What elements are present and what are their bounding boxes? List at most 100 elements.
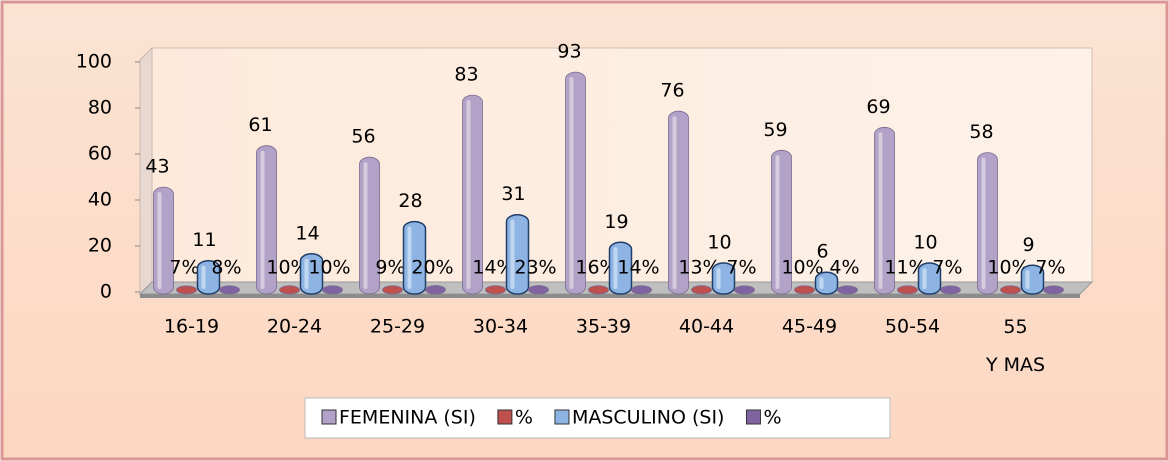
data-label: 4% [829,257,859,279]
bar [917,262,942,295]
bar-shine [260,150,265,289]
bar [711,262,736,295]
bar-shine [716,268,721,289]
bar [153,186,174,295]
bar [256,145,277,295]
data-label: 58 [969,121,993,143]
bar-shine [569,77,574,289]
bar [897,285,918,295]
data-label: 61 [248,114,272,136]
bar [631,285,652,295]
bar [528,285,549,295]
data-label: 7% [1035,257,1065,279]
data-label: 10% [987,257,1029,279]
y-tick-label: 0 [100,281,112,303]
bar [588,285,609,295]
data-label: 16% [575,257,617,279]
bar-shine [363,162,368,289]
bar [837,285,858,295]
bar [691,285,712,295]
bar-shine [922,268,927,289]
bar [977,152,998,295]
bar [1020,264,1045,295]
y-tick-label: 40 [88,189,112,211]
data-label: 9% [375,257,405,279]
bar [425,285,446,295]
data-label: 14% [617,257,659,279]
bar-shine [819,277,824,289]
bar-shine [1025,270,1030,289]
data-label: 93 [557,41,581,63]
bar [219,285,240,295]
bar [279,285,300,295]
data-label: 14% [472,257,514,279]
data-label: 9 [1022,234,1034,256]
data-label: 28 [398,190,422,212]
bar [771,149,792,295]
bar [322,285,343,295]
bar-shine [981,157,986,289]
bar [940,285,961,295]
x-tick-label: 40-44 [679,316,734,338]
legend-swatch [554,409,570,425]
data-label: 20% [411,257,453,279]
bar [299,253,324,295]
legend-label: % [763,407,781,429]
bar [1000,285,1021,295]
data-label: 11 [192,229,216,251]
legend-swatch [321,409,337,425]
data-label: 76 [660,80,684,102]
legend-swatch [497,409,513,425]
bar-shine [510,219,515,289]
data-label: 14 [295,222,319,244]
data-label: 23% [514,257,556,279]
bar [359,156,380,295]
bar [196,259,221,295]
bar [382,285,403,295]
data-label: 10% [308,257,350,279]
bar [794,285,815,295]
data-label: 7% [726,257,756,279]
bar-shine [613,247,618,289]
bar [1043,285,1064,295]
bar [402,220,427,295]
bar [874,126,895,295]
legend-label: FEMENINA (SI) [339,407,476,429]
x-tick-label: 35-39 [576,316,631,338]
y-tick-label: 100 [76,51,112,73]
bar-shine [201,265,206,289]
data-label: 56 [351,126,375,148]
data-label: 19 [604,211,628,233]
legend-swatch [745,409,761,425]
bar-shine [304,258,309,289]
data-label: 6 [816,241,828,263]
x-tick-label: 25-29 [370,316,425,338]
data-label: 10% [781,257,823,279]
data-label: 13% [678,257,720,279]
data-label: 10% [266,257,308,279]
y-tick-label: 20 [88,235,112,257]
floor-edge [140,294,1080,298]
bar [505,213,530,295]
data-label: 10 [913,232,937,254]
data-label: 83 [454,64,478,86]
bar [462,94,483,295]
x-tick-label: 20-24 [267,316,322,338]
bar-shine [407,226,412,289]
x-tick-label: 16-19 [164,316,219,338]
bar [734,285,755,295]
data-label: 69 [866,96,890,118]
legend [304,397,891,439]
data-label: 59 [763,119,787,141]
bar [565,71,586,295]
data-label: 8% [211,257,241,279]
bar-shine [775,155,780,289]
x-tick-label: 55 Y MAS [985,316,1045,376]
legend-label: MASCULINO (SI) [572,407,725,429]
data-label: 10 [707,232,731,254]
bar [668,110,689,295]
bar-shine [157,192,162,289]
data-label: 31 [501,183,525,205]
x-tick-label: 50-54 [885,316,940,338]
